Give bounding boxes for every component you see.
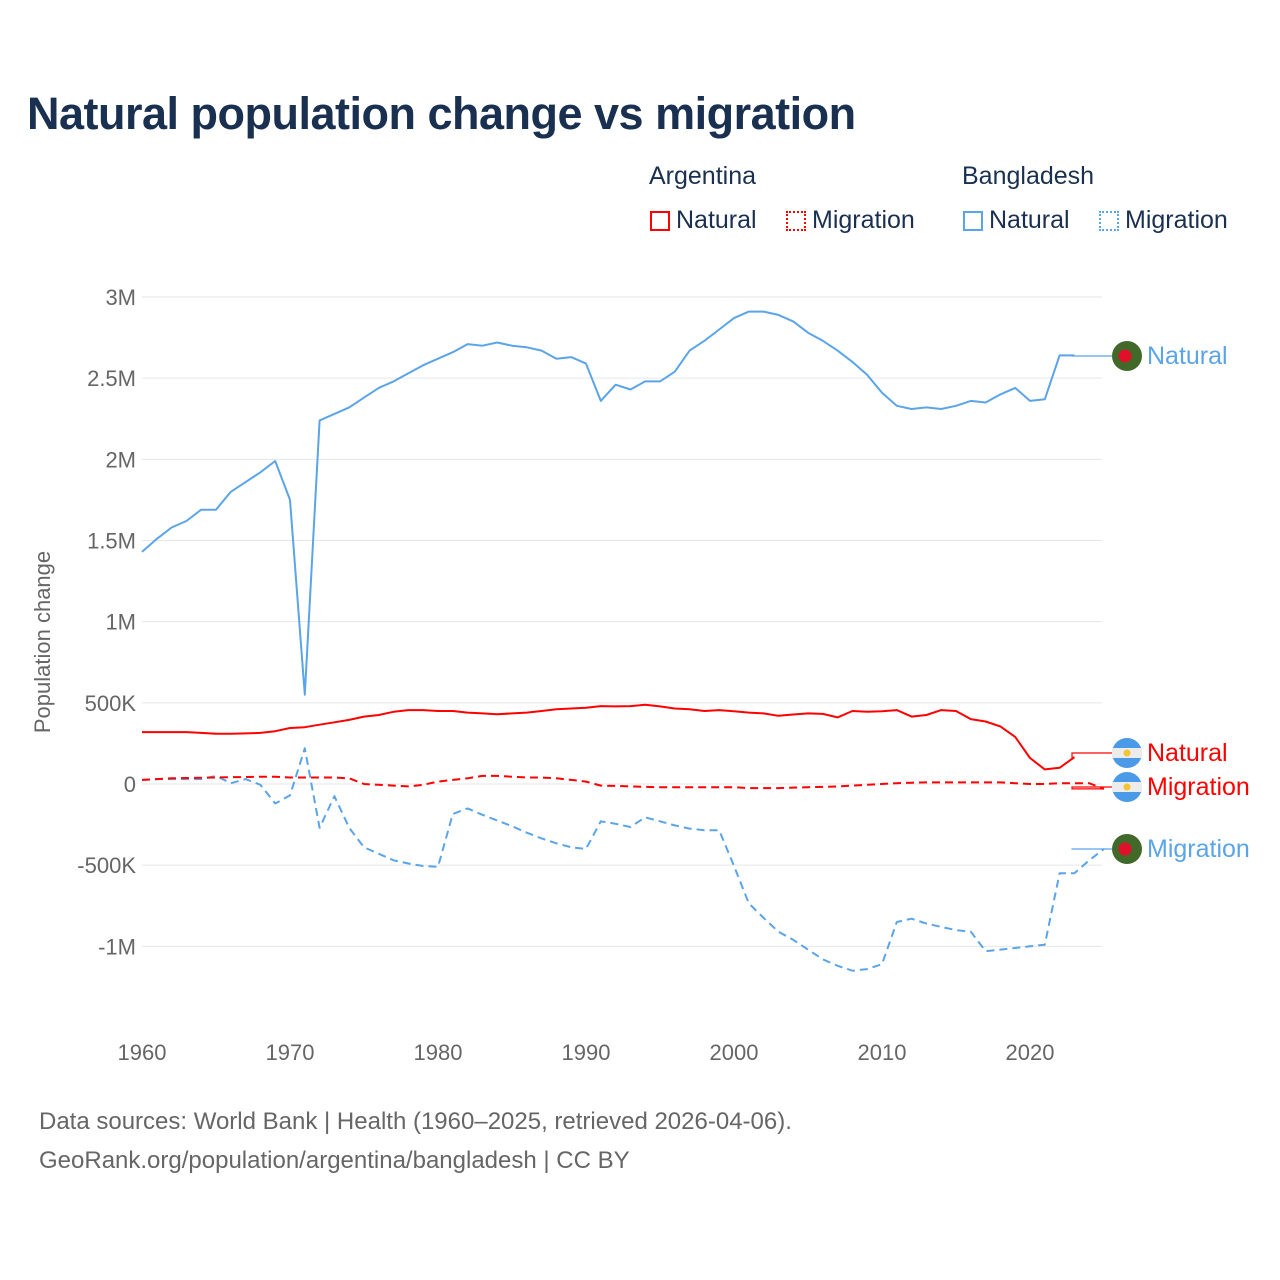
legend-label: Migration: [812, 206, 915, 234]
series-end-label: Natural: [1147, 739, 1228, 767]
label-connector: [1071, 354, 1112, 357]
legend-bangladesh-natural[interactable]: Natural: [963, 206, 1070, 235]
chart-title: Natural population change vs migration: [27, 88, 856, 139]
series-line-argentina-migration: [141, 774, 1105, 790]
series-end-label: Migration: [1147, 773, 1250, 801]
legend-swatch: [786, 210, 806, 231]
x-tick-label: 1990: [562, 1040, 611, 1065]
legend-argentina-migration[interactable]: Migration: [786, 206, 915, 235]
y-tick-label: 2.5M: [87, 366, 136, 391]
series-line-bangladesh-natural: [141, 310, 1075, 696]
y-axis-label: Population change: [30, 551, 55, 733]
x-tick-label: 1980: [414, 1040, 463, 1065]
legend-group-bangladesh: Bangladesh: [962, 162, 1095, 190]
x-tick-label: 1970: [266, 1040, 315, 1065]
y-tick-label: 2M: [105, 447, 136, 472]
y-tick-label: 500K: [85, 691, 137, 716]
y-tick-label: 3M: [105, 285, 136, 310]
legend-swatch: [963, 210, 983, 231]
legend-argentina-natural[interactable]: Natural: [650, 206, 757, 235]
legend-label: Natural: [989, 206, 1070, 234]
legend-label: Migration: [1125, 206, 1228, 234]
flag-sun: [1123, 783, 1131, 791]
y-tick-label: 1.5M: [87, 529, 136, 554]
label-connector: [1071, 752, 1112, 758]
flag-disc: [1118, 842, 1132, 856]
legend-group-argentina: Argentina: [649, 162, 757, 190]
footer-sources: Data sources: World Bank | Health (1960–…: [39, 1108, 792, 1135]
legend-label: Natural: [676, 206, 757, 234]
legend-bangladesh-migration[interactable]: Migration: [1099, 206, 1228, 235]
x-tick-label: 2000: [710, 1040, 759, 1065]
y-tick-label: 1M: [105, 610, 136, 635]
legend-swatch: [650, 210, 670, 231]
y-tick-label: 0: [124, 772, 136, 797]
flag-sun: [1123, 749, 1131, 757]
y-tick-label: -1M: [98, 934, 136, 959]
y-tick-label: -500K: [77, 853, 136, 878]
series-line-argentina-natural: [142, 703, 1075, 771]
footer-link[interactable]: GeoRank.org/population/argentina/banglad…: [39, 1147, 630, 1174]
label-connector: [1071, 786, 1112, 790]
flag-disc: [1118, 349, 1132, 363]
series-end-label: Natural: [1147, 342, 1228, 370]
legend-swatch: [1099, 210, 1119, 231]
x-tick-label: 2020: [1006, 1040, 1055, 1065]
x-tick-label: 1960: [118, 1040, 167, 1065]
series-end-label: Migration: [1147, 835, 1250, 863]
x-tick-label: 2010: [858, 1040, 907, 1065]
